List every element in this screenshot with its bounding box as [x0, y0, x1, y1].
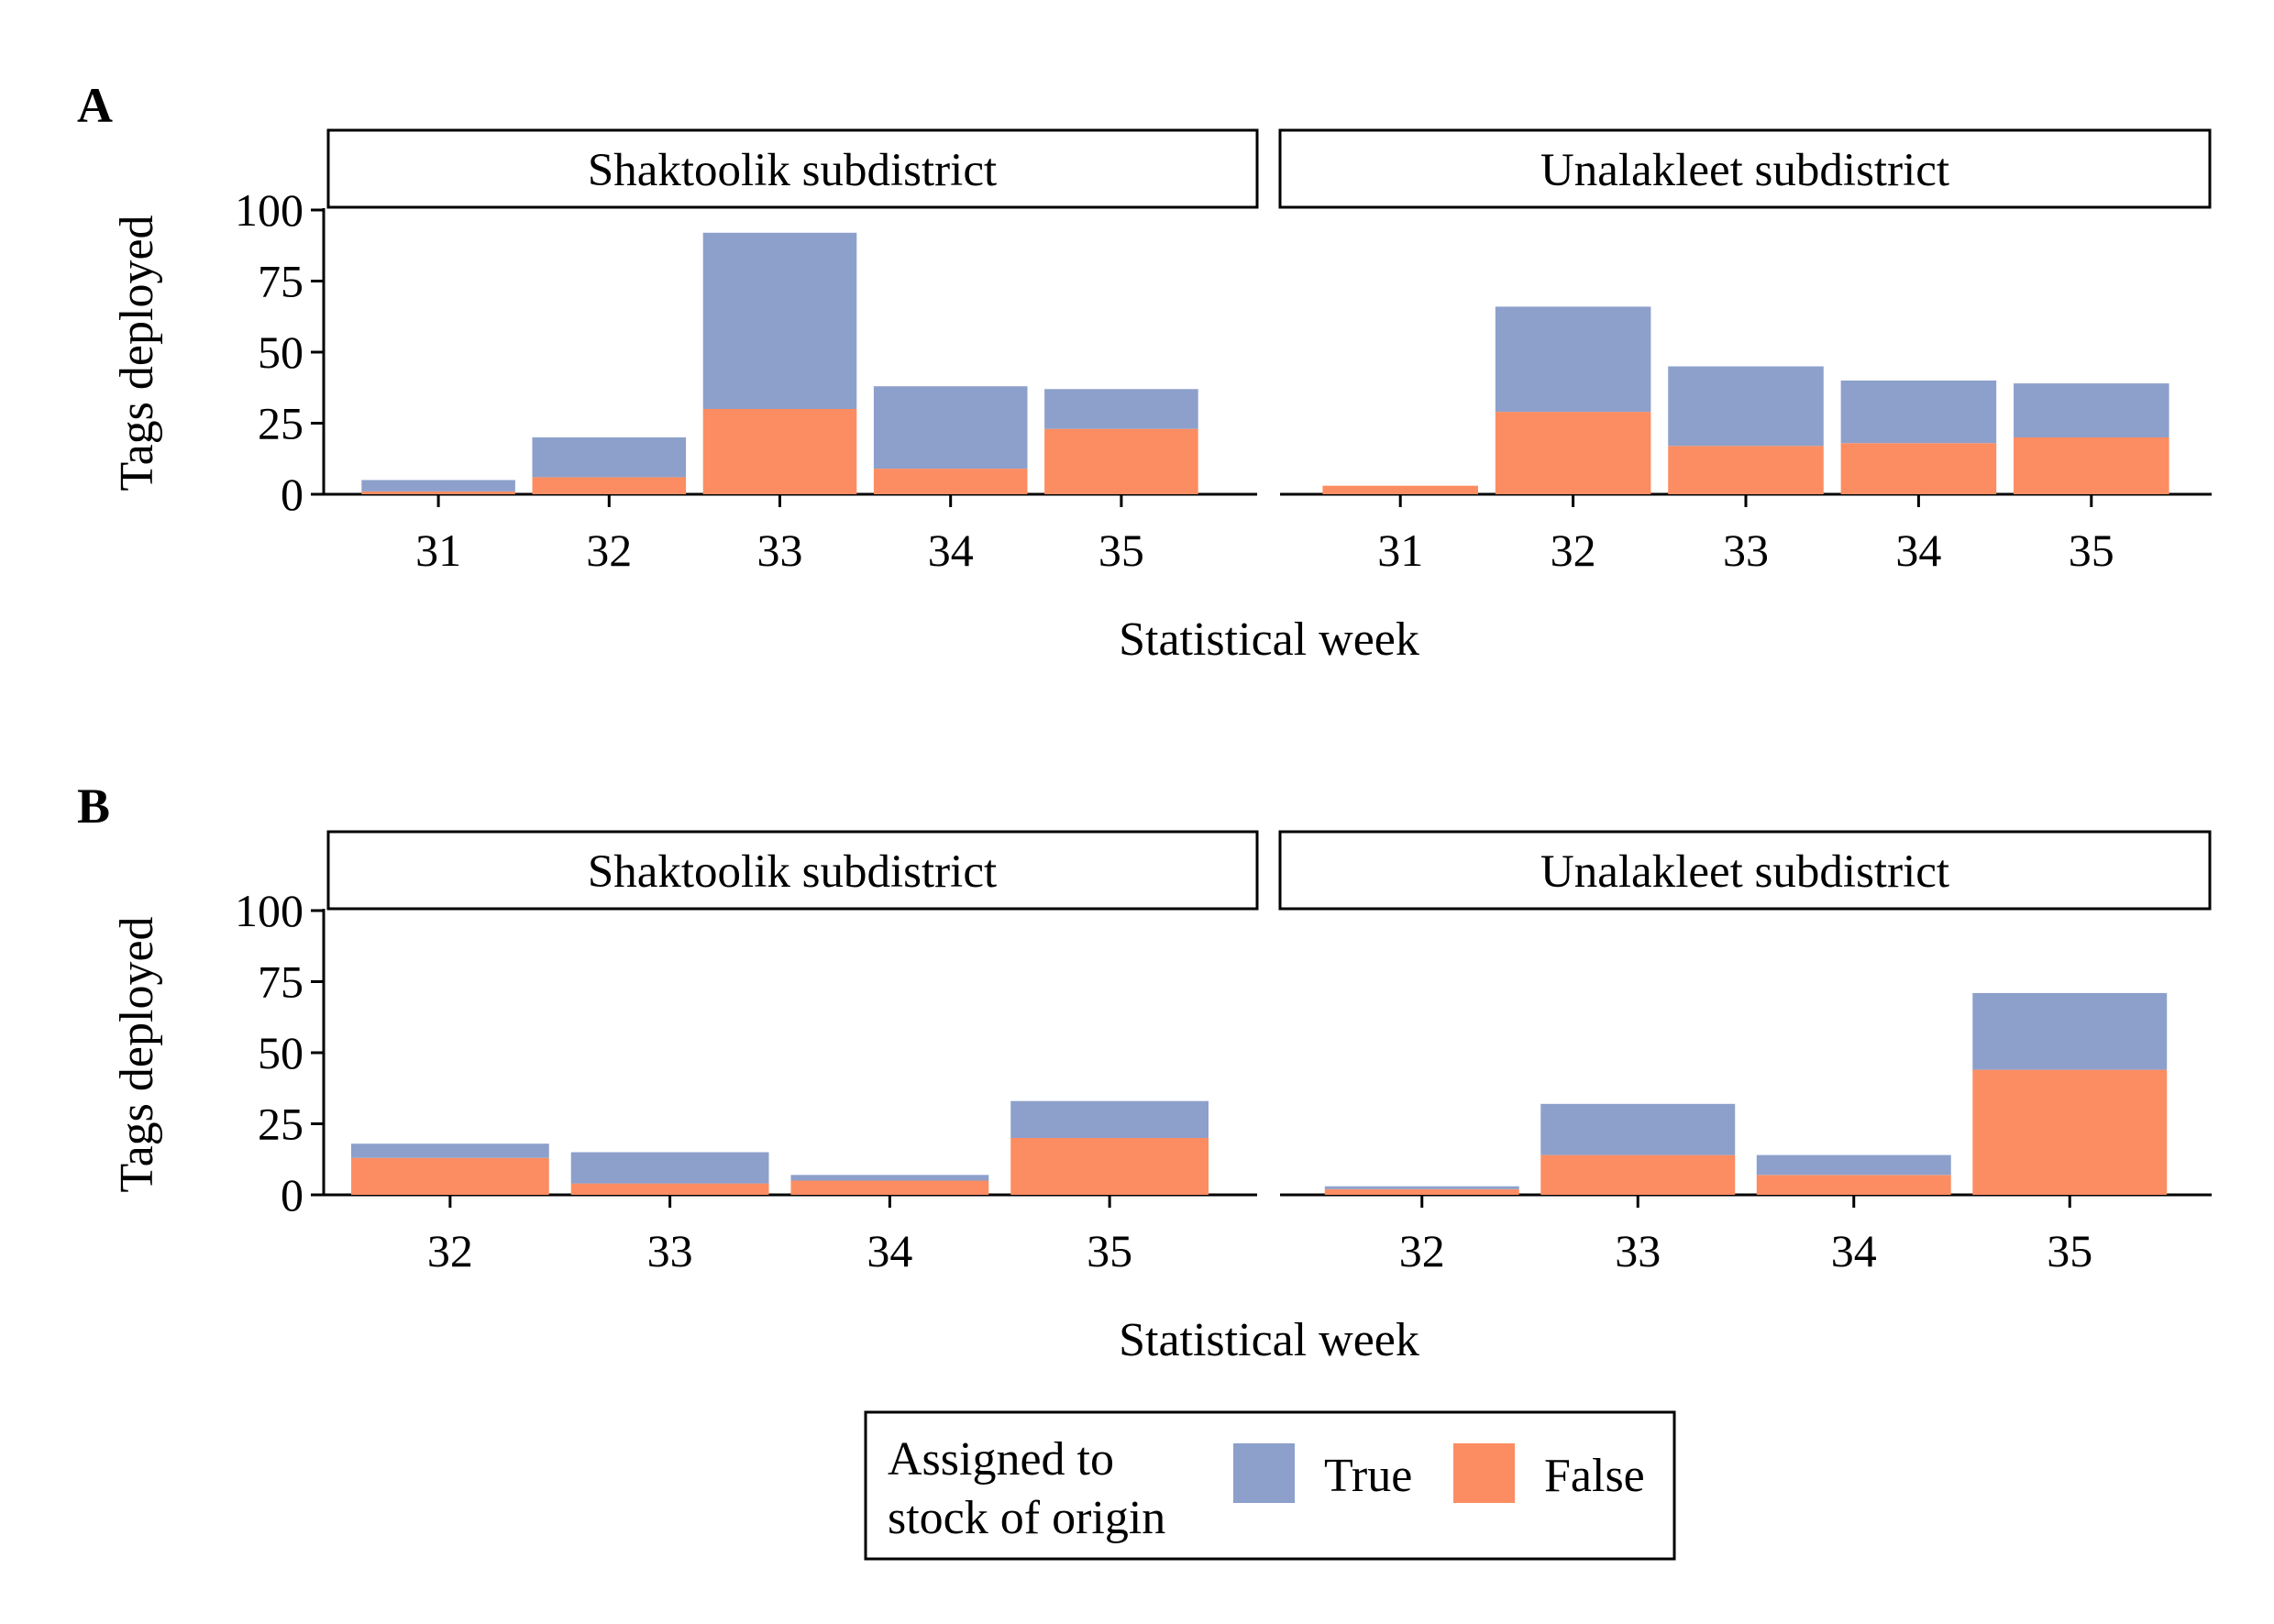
bar-true-week-32: [532, 437, 687, 478]
x-tick-label: 32: [1399, 1225, 1445, 1276]
y-axis-b: 0 25 50 75 100: [235, 885, 326, 1221]
bar-true-week-32: [1324, 1186, 1519, 1189]
y-tick-label: 100: [235, 184, 304, 236]
y-axis-title-a: Tags deployed: [111, 215, 163, 491]
bar-true-week-35: [1010, 1100, 1209, 1138]
y-tick-label: 50: [258, 326, 304, 378]
bar-false-week-31: [1322, 485, 1478, 494]
legend-swatch-true: [1233, 1443, 1295, 1503]
bar-true-week-33: [1540, 1103, 1736, 1155]
bar-true-week-34: [1756, 1154, 1951, 1176]
bar-true-week-32: [1495, 306, 1651, 413]
facet-plot-shaktoolik-b: 32 33 34 35: [324, 1100, 1257, 1276]
strip-title: Shaktoolik subdistrict: [588, 145, 997, 196]
bar-true-week-31: [361, 480, 515, 492]
bar-false-week-35: [2014, 437, 2169, 494]
bar-false-week-33: [1540, 1154, 1736, 1195]
bar-false-week-31: [361, 491, 515, 494]
y-tick-label: 50: [258, 1027, 304, 1078]
y-tick-label: 25: [258, 398, 304, 449]
bar-true-week-32: [350, 1143, 549, 1158]
strip-unalakleet-a: Unalakleet subdistrict: [1278, 128, 2212, 209]
bar-false-week-34: [1756, 1175, 1951, 1195]
legend-swatch-false: [1453, 1443, 1515, 1503]
panel-letter-b: B: [77, 779, 110, 834]
bar-false-week-33: [702, 409, 857, 494]
legend-label-false: False: [1544, 1450, 1645, 1502]
bar-false-week-35: [1972, 1069, 2168, 1195]
x-tick-label: 35: [2069, 525, 2114, 576]
x-tick-label: 34: [928, 525, 974, 576]
bar-false-week-32: [1495, 412, 1651, 494]
strip-title: Unalakleet subdistrict: [1540, 846, 1949, 898]
bar-true-week-33: [570, 1152, 769, 1184]
bar-false-week-32: [350, 1157, 549, 1195]
legend-title-line1: Assigned to: [888, 1433, 1114, 1486]
x-tick-label: 33: [757, 525, 803, 576]
bar-false-week-33: [570, 1183, 769, 1195]
bar-false-week-32: [532, 477, 687, 494]
x-tick-label: 33: [1723, 525, 1769, 576]
bar-true-week-34: [790, 1175, 989, 1181]
bar-true-week-35: [1972, 992, 2168, 1070]
bar-true-week-35: [2014, 383, 2169, 437]
legend-title-line2: stock of origin: [888, 1492, 1165, 1544]
x-tick-label: 32: [586, 525, 632, 576]
x-tick-label: 35: [1098, 525, 1144, 576]
facet-plot-unalakleet-b: 32 33 34 35: [1280, 992, 2212, 1276]
y-tick-label: 100: [235, 885, 304, 936]
bar-true-week-34: [873, 386, 1028, 470]
bar-false-week-35: [1044, 428, 1198, 494]
bar-true-week-33: [1668, 366, 1824, 447]
bar-false-week-34: [790, 1180, 989, 1195]
strip-unalakleet-b: Unalakleet subdistrict: [1278, 830, 2212, 911]
panel-letter-a: A: [77, 78, 113, 133]
y-tick-label: 75: [258, 256, 304, 307]
x-tick-label: 32: [1551, 525, 1596, 576]
x-axis-title-b: Statistical week: [1119, 1314, 1419, 1366]
facet-plot-shaktoolik-a: 31 32 33 34 35: [324, 232, 1257, 576]
bar-false-week-35: [1010, 1138, 1209, 1195]
x-tick-label: 35: [2047, 1225, 2092, 1276]
y-tick-label: 75: [258, 956, 304, 1008]
bar-true-week-34: [1840, 381, 1997, 444]
y-tick-label: 0: [281, 1169, 304, 1221]
x-tick-label: 31: [1377, 525, 1423, 576]
facet-plot-unalakleet-a: 31 32 33 34 35: [1280, 306, 2212, 576]
x-tick-label: 34: [1831, 1225, 1877, 1276]
legend: Assigned to stock of origin True False: [864, 1410, 1676, 1561]
bar-false-week-33: [1668, 446, 1824, 494]
x-tick-label: 31: [415, 525, 461, 576]
y-tick-label: 0: [281, 469, 304, 520]
bar-false-week-34: [1840, 443, 1997, 494]
y-axis-a: 0 25 50 75 100: [235, 184, 326, 520]
strip-title: Shaktoolik subdistrict: [588, 846, 997, 898]
x-tick-label: 35: [1087, 1225, 1132, 1276]
x-tick-label: 34: [1895, 525, 1941, 576]
x-tick-label: 33: [647, 1225, 693, 1276]
x-tick-label: 32: [427, 1225, 473, 1276]
bar-false-week-32: [1324, 1188, 1519, 1195]
x-axis-title-a: Statistical week: [1119, 613, 1419, 666]
strip-shaktoolik-b: Shaktoolik subdistrict: [326, 830, 1259, 911]
x-tick-label: 33: [1615, 1225, 1661, 1276]
y-axis-title-b: Tags deployed: [111, 916, 163, 1192]
y-tick-label: 25: [258, 1099, 304, 1150]
bar-true-week-33: [702, 232, 857, 409]
strip-title: Unalakleet subdistrict: [1540, 145, 1949, 196]
bar-false-week-34: [873, 469, 1028, 494]
strip-shaktoolik-a: Shaktoolik subdistrict: [326, 128, 1259, 209]
x-tick-label: 34: [867, 1225, 912, 1276]
bar-true-week-35: [1044, 389, 1198, 429]
legend-label-true: True: [1324, 1450, 1412, 1502]
